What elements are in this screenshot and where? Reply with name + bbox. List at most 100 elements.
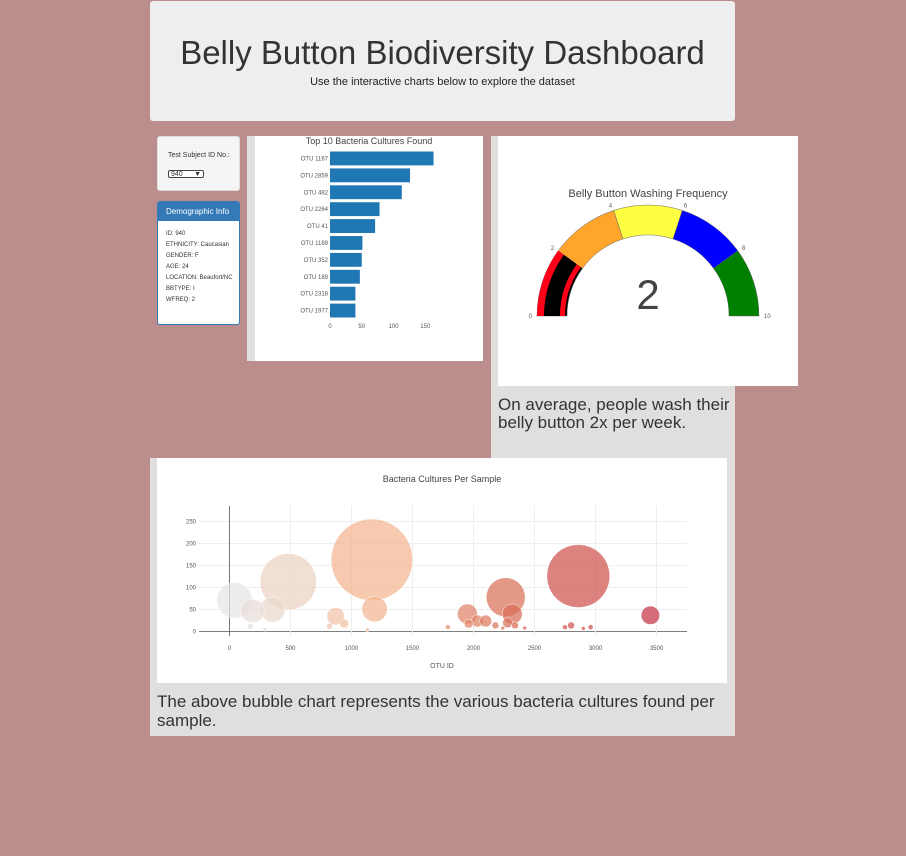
- bubble-caption: The above bubble chart represents the va…: [157, 692, 715, 730]
- bar-category-label: OTU 2859: [300, 173, 328, 179]
- bubble-point: [522, 625, 527, 631]
- gauge-tick-label: 2: [551, 246, 555, 252]
- bubble-point: [326, 623, 333, 630]
- bubble-point: [491, 621, 500, 630]
- bubble-y-tick-label: 100: [186, 586, 197, 592]
- demo-age: AGE: 24: [166, 264, 189, 270]
- bubble-y-tick-label: 150: [186, 563, 197, 569]
- bubble-chart-panel: Bacteria Cultures Per Sample 0 50 100 150 200…: [157, 458, 727, 683]
- gauge-value-fill: [544, 254, 577, 316]
- bubble-x-tick-label: 1000: [345, 646, 359, 652]
- bubble-x-tick-label: 1500: [406, 646, 420, 652]
- bubble-x-tick-label: 2000: [467, 646, 481, 652]
- bubble-point: [562, 624, 568, 630]
- bubble-x-axis-label: OTU ID: [430, 663, 454, 670]
- bar-category-label: OTU 1977: [300, 309, 328, 315]
- bar-category-label: OTU 41: [307, 224, 329, 230]
- bar-category-label: OTU 352: [304, 258, 329, 264]
- bubble-point: [500, 625, 506, 631]
- demographic-heading: Demographic Info: [158, 202, 239, 221]
- gauge-tick-label: 10: [764, 314, 771, 320]
- bubble-point: [640, 605, 660, 625]
- bar: [330, 151, 434, 166]
- bubble-y-tick-label: 200: [186, 541, 197, 547]
- bubble-point: [246, 623, 254, 630]
- bar-chart-panel: Top 10 Bacteria Cultures Found 0 50 100 150 O…: [255, 136, 483, 361]
- bubble-point: [262, 627, 268, 632]
- chevron-down-icon: ▼: [194, 171, 201, 178]
- header-jumbotron: Belly Button Biodiversity Dashboard Use …: [150, 1, 735, 121]
- subject-id-select[interactable]: 940 ▼: [168, 170, 204, 178]
- bubble-point: [587, 624, 594, 630]
- gauge-title: Belly Button Washing Frequency: [568, 188, 728, 200]
- subject-id-value: 940: [171, 171, 183, 178]
- bar: [330, 286, 356, 301]
- bar: [330, 236, 363, 250]
- page-title: Belly Button Biodiversity Dashboard: [180, 34, 705, 71]
- bar-category-label: OTU 1189: [301, 241, 329, 247]
- gauge-chart[interactable]: Belly Button Washing Frequency 0 2 4 6 8 10 2: [498, 136, 798, 386]
- bubble-point: [502, 617, 513, 629]
- demo-gender: GENDER: F: [166, 253, 199, 259]
- column-gutter: [247, 136, 255, 361]
- bar-x-tick-label: 100: [389, 324, 400, 330]
- bubble-point: [546, 544, 611, 608]
- demo-location: LOCATION: Beaufort/NC: [166, 275, 233, 281]
- bubble-point: [581, 626, 586, 631]
- bubble-point: [330, 518, 413, 601]
- gauge-band: [713, 250, 760, 317]
- bubble-point: [361, 596, 388, 623]
- bubble-y-tick-label: 50: [189, 608, 196, 614]
- bar-chart-title: Top 10 Bacteria Cultures Found: [306, 136, 433, 146]
- bar-x-tick-label: 50: [358, 324, 365, 330]
- bar-category-label: OTU 1167: [301, 156, 329, 162]
- gauge-tick-label: 6: [684, 204, 688, 210]
- bar: [330, 219, 376, 233]
- bubble-point: [259, 553, 317, 611]
- bubble-x-tick-label: 2500: [528, 646, 542, 652]
- page-subtitle: Use the interactive charts below to expl…: [310, 76, 575, 88]
- gauge-tick-label: 8: [742, 246, 746, 252]
- demo-id: ID: 940: [166, 231, 186, 237]
- bubble-point: [567, 621, 575, 630]
- gauge-caption: On average, people wash their belly butt…: [498, 395, 730, 432]
- bar-category-label: OTU 2318: [300, 292, 328, 298]
- bubble-point: [479, 614, 492, 628]
- gauge-chart-panel: Belly Button Washing Frequency 0 2 4 6 8 10 2: [498, 136, 798, 386]
- bubble-point: [339, 618, 349, 629]
- bubble-point: [240, 598, 265, 623]
- bar: [330, 202, 380, 217]
- bar-chart[interactable]: Top 10 Bacteria Cultures Found 0 50 100 150 O…: [255, 136, 483, 361]
- bubble-chart-title: Bacteria Cultures Per Sample: [383, 474, 502, 484]
- demo-bbtype: BBTYPE: I: [166, 286, 195, 292]
- bubble-point: [445, 624, 451, 630]
- gauge-band: [613, 204, 683, 240]
- bubble-point: [326, 607, 345, 626]
- bar-category-label: OTU 189: [304, 275, 329, 281]
- bar-category-label: OTU 2264: [300, 207, 328, 213]
- demo-ethnicity: ETHNICITY: Caucasian: [166, 242, 230, 248]
- demographic-body: ID: 940 ETHNICITY: Caucasian GENDER: F A…: [158, 221, 239, 304]
- demo-wfreq: WFREQ: 2: [166, 297, 196, 303]
- bubble-x-tick-label: 0: [228, 646, 232, 652]
- bar-category-label: OTU 482: [304, 190, 329, 196]
- bubble-y-tick-label: 250: [186, 519, 197, 525]
- subject-selector-panel: Test Subject ID No.: 940 ▼: [157, 136, 240, 191]
- bar: [330, 168, 411, 183]
- bubble-chart[interactable]: Bacteria Cultures Per Sample 0 50 100 150 200…: [157, 458, 727, 683]
- bar: [330, 252, 362, 267]
- bubble-point: [365, 627, 370, 633]
- bubble-point: [511, 621, 519, 630]
- bar-x-tick-label: 150: [420, 324, 431, 330]
- bar-x-tick-label: 0: [328, 324, 332, 330]
- subject-selector-label: Test Subject ID No.:: [168, 152, 230, 159]
- bubble-x-tick-label: 3500: [650, 646, 664, 652]
- bar: [330, 269, 360, 284]
- bar: [330, 303, 356, 318]
- bubble-point: [463, 618, 474, 629]
- bar: [330, 185, 402, 200]
- bubble-y-tick-label: 0: [193, 630, 197, 636]
- demographic-panel: Demographic Info ID: 940 ETHNICITY: Cauc…: [157, 201, 240, 325]
- bubble-x-tick-label: 3000: [589, 646, 603, 652]
- gauge-tick-label: 4: [609, 204, 613, 210]
